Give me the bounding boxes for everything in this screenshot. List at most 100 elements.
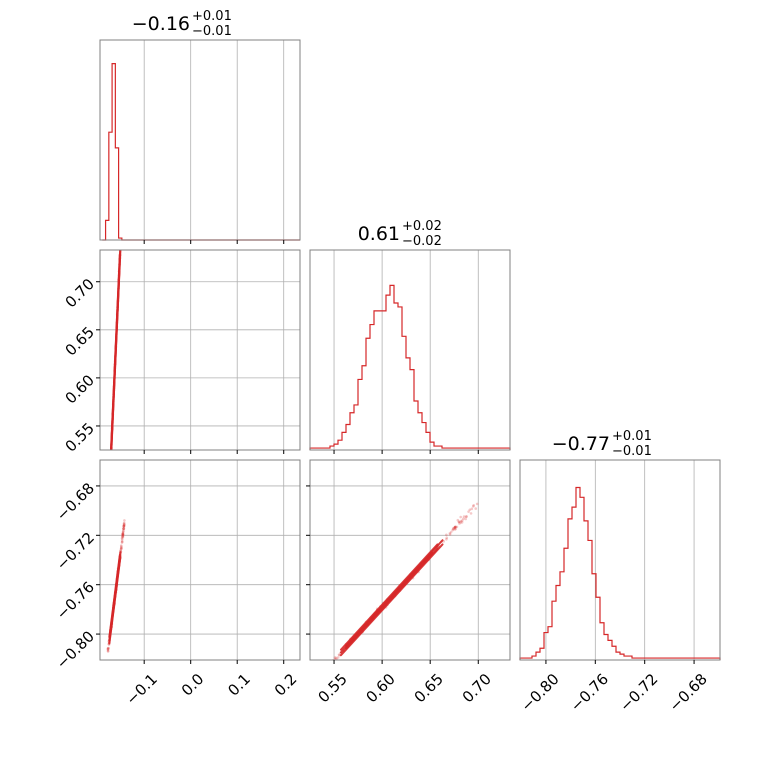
sample-point [455, 525, 459, 529]
sample-point [121, 190, 124, 193]
sample-point [326, 664, 329, 667]
sample-point [448, 533, 452, 536]
sample-point [122, 524, 126, 528]
panel-frame-0-1 [99, 249, 301, 451]
x-tick-label-1-1: 0.60 [363, 670, 399, 706]
sample-point [107, 511, 110, 514]
sample-point [120, 536, 124, 540]
sample-point [122, 177, 125, 180]
sample-point [109, 477, 112, 480]
sample-point [121, 530, 125, 533]
panel-0-1: 0.55 0.60 0.65 0.70 [62, 156, 301, 519]
sample-point [121, 535, 125, 539]
panel-frame-0-2 [99, 459, 301, 661]
sample-point [106, 646, 110, 650]
sample-point [121, 533, 125, 537]
sample-point [122, 527, 126, 530]
sample-point [106, 650, 110, 653]
histogram-step-0 [102, 63, 300, 241]
contour-line-4 [339, 543, 439, 651]
panel-0-0: −0.16 +0.01−0.01 [99, 9, 301, 244]
panel-frame-2-2 [519, 459, 721, 661]
x-tick-label-1-2: 0.65 [411, 670, 447, 706]
sample-point [107, 512, 110, 515]
title-plus-0: +0.01 [192, 9, 232, 24]
sample-point [109, 460, 112, 463]
sample-point [119, 547, 123, 550]
sample-point [122, 178, 125, 181]
sample-point [119, 544, 123, 547]
sample-point [122, 521, 126, 525]
sample-point [464, 515, 468, 519]
sample-point [462, 517, 465, 520]
sample-point [454, 525, 457, 529]
x-tick-label-0-1: 0.0 [178, 670, 208, 700]
panel-frame-1-1 [309, 249, 511, 451]
sample-point [453, 525, 457, 529]
sample-point [121, 535, 124, 539]
panel-2-2: −0.80 −0.76 −0.72 −0.68 −0.77 +0.01−0.01 [517, 429, 721, 715]
sample-point [106, 647, 110, 650]
sample-point [107, 516, 110, 519]
sample-point [453, 525, 457, 529]
sample-point [327, 665, 330, 668]
sample-point [109, 465, 112, 468]
sample-point [454, 525, 457, 529]
samples-0-1 [107, 156, 126, 519]
sample-point [108, 498, 111, 501]
panel-frame-0-0 [99, 39, 301, 241]
x-tick-label-1-0: 0.55 [314, 670, 350, 706]
sample-point [108, 490, 111, 493]
sample-point [121, 533, 124, 536]
contour-line-4 [110, 253, 121, 450]
panel-frame-1-2 [309, 459, 511, 661]
sample-point [120, 229, 123, 232]
y-tick-label-1-1: 0.60 [62, 371, 98, 407]
sample-point [122, 184, 125, 187]
y-tick-label-2-2: −0.72 [53, 529, 98, 574]
sample-point [109, 468, 112, 471]
sample-point [120, 233, 123, 236]
sample-point [123, 168, 126, 171]
sample-point [464, 517, 467, 521]
sample-point [333, 656, 337, 659]
sample-point [120, 540, 124, 544]
sample-point [457, 520, 461, 524]
sample-point [122, 525, 126, 528]
sample-point [120, 547, 123, 550]
sample-point [119, 247, 122, 250]
sample-point [106, 647, 110, 651]
sample-point [123, 167, 126, 170]
sample-point [461, 519, 464, 522]
sample-point [123, 156, 126, 159]
sample-point [453, 526, 457, 530]
sample-point [110, 451, 113, 454]
x-tick-label-2-0: −0.80 [517, 670, 562, 715]
sample-point [120, 539, 124, 543]
sample-point [459, 519, 463, 523]
sample-point [121, 532, 124, 536]
sample-point [107, 509, 110, 512]
sample-point [467, 510, 470, 513]
sample-point [458, 522, 461, 525]
sample-point [462, 515, 466, 518]
sample-point [123, 162, 126, 165]
sample-point [121, 532, 125, 535]
sample-point [120, 229, 123, 232]
x-tick-label-0-3: 0.2 [271, 670, 301, 700]
panel-0-2: −0.1 0.0 0.1 0.2 −0.80−0.76−0.72 −0.68 [53, 459, 301, 709]
y-tick-label-1-0: 0.55 [62, 419, 98, 455]
sample-point [122, 523, 126, 527]
sample-point [109, 462, 112, 465]
sample-point [472, 504, 475, 507]
sample-point [106, 648, 110, 651]
sample-point [108, 493, 111, 496]
histogram-step-2 [519, 486, 721, 660]
sample-point [107, 508, 110, 511]
sample-point [335, 657, 338, 660]
sample-point [120, 541, 124, 544]
sample-point [121, 202, 124, 205]
sample-point [107, 501, 110, 504]
sample-point [330, 661, 333, 664]
sample-point [108, 489, 111, 492]
